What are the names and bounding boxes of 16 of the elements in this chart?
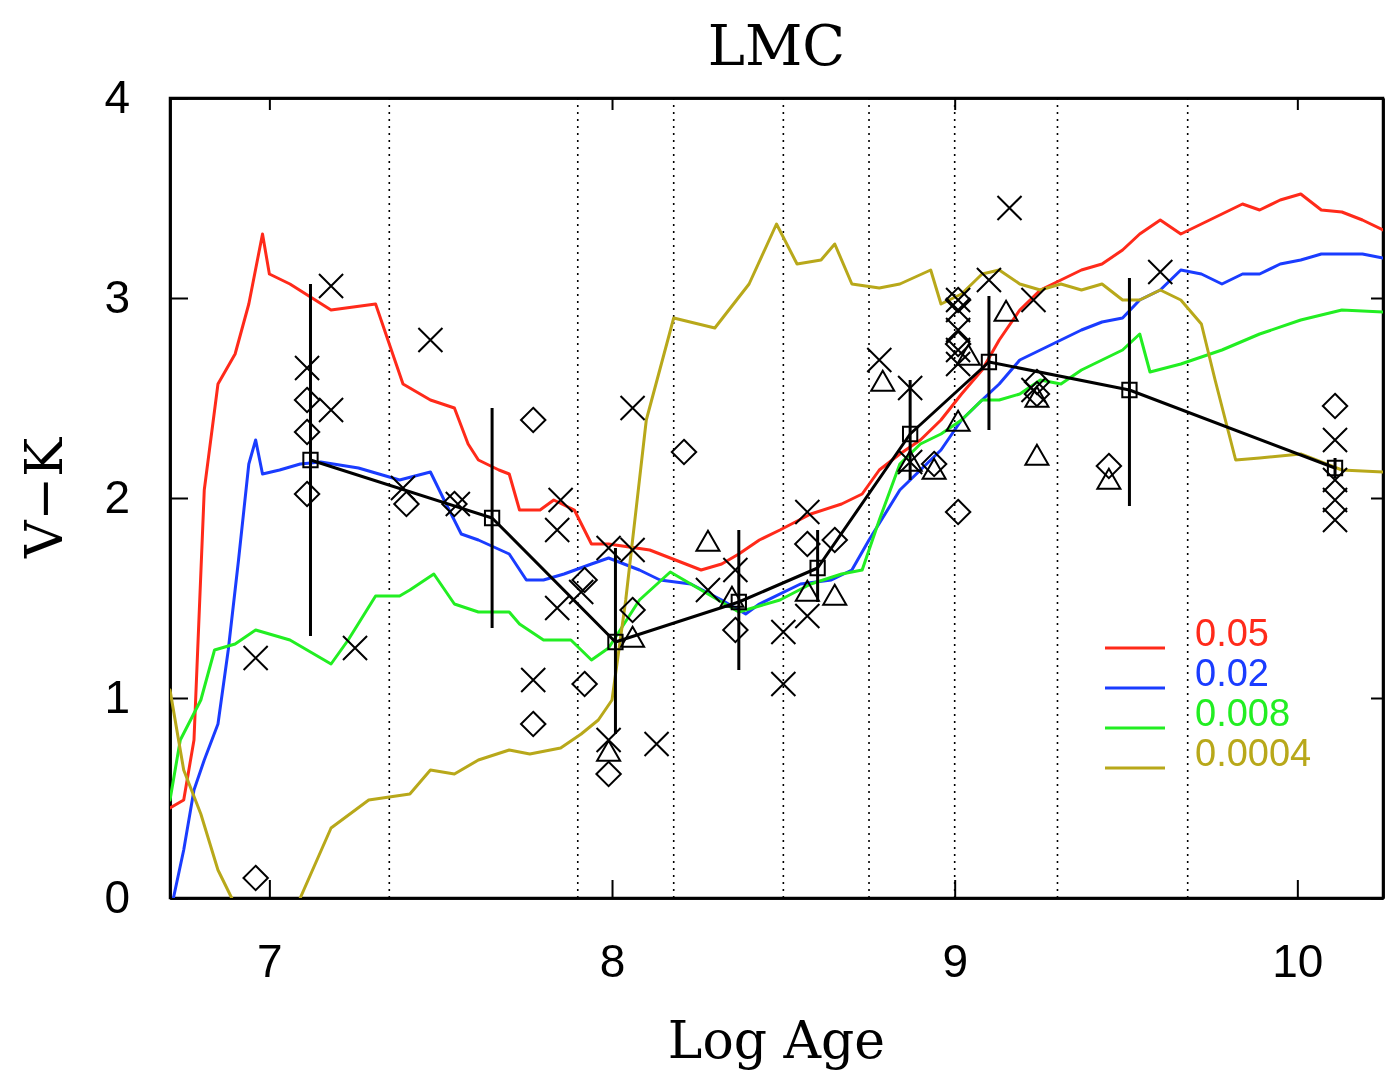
legend-label: 0.02 [1195, 652, 1269, 694]
x-tick-label: 9 [942, 934, 968, 987]
y-tick-label: 2 [104, 471, 130, 524]
legend-label: 0.008 [1195, 692, 1291, 734]
chart-title: LMC [707, 13, 846, 78]
x-axis-title: Log Age [667, 1010, 886, 1070]
x-tick-label: 10 [1272, 934, 1324, 987]
y-tick-label: 1 [104, 671, 130, 724]
y-tick-label: 3 [104, 271, 130, 324]
legend-label: 0.0004 [1195, 732, 1312, 774]
y-axis-title: V−K [14, 436, 74, 559]
x-tick-label: 8 [599, 934, 626, 987]
x-tick-label: 7 [257, 934, 283, 987]
legend-label: 0.05 [1195, 612, 1269, 654]
y-tick-label: 4 [104, 71, 130, 124]
y-tick-label: 0 [104, 871, 130, 924]
